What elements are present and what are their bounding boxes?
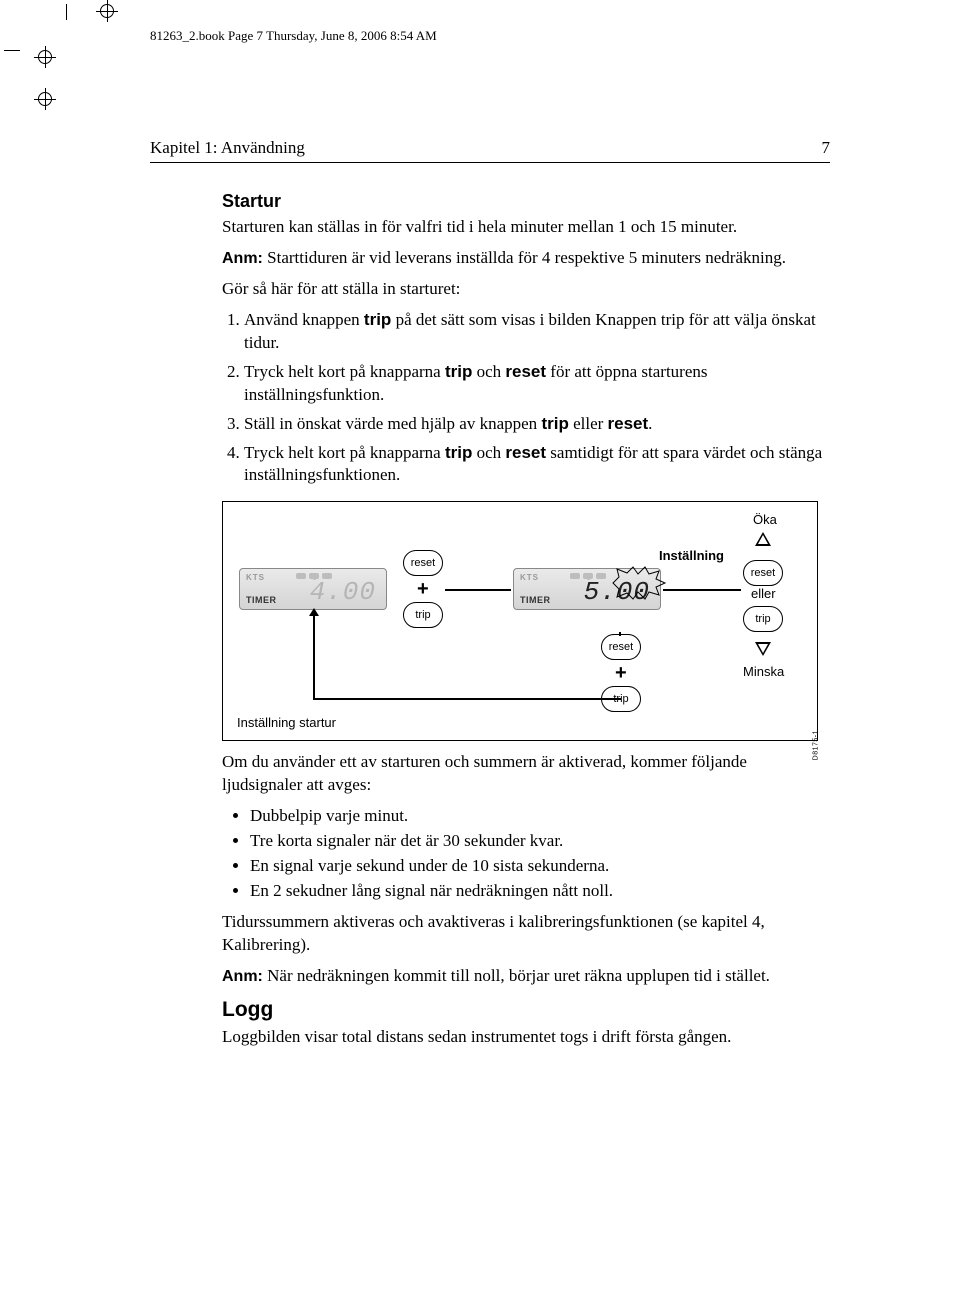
bullet-1: Dubbelpip varje minut. [250,805,830,828]
note-label: Anm: [222,250,263,267]
route-line [619,632,621,636]
doc-header-meta: 81263_2.book Page 7 Thursday, June 8, 20… [150,28,437,44]
timer-label: TIMER [246,595,277,605]
note-text: Starttiduren är vid leverans inställda f… [267,248,786,267]
signal-bullets: Dubbelpip varje minut. Tre korta signale… [222,805,830,903]
after-diagram-p1: Om du använder ett av starturen och summ… [222,751,830,797]
chapter-header: Kapitel 1: Användning 7 [150,138,830,163]
heading-logg: Logg [222,998,830,1022]
label-oka: Öka [753,512,777,527]
chapter-title: Kapitel 1: Användning [150,138,305,158]
startur-leadin: Gör så här för att ställa in starturet: [222,278,830,301]
arrow-down-icon [755,642,771,656]
startur-steps: Använd knappen trip på det sätt som visa… [222,309,830,488]
label-eller: eller [751,586,776,601]
heading-startur: Startur [222,191,830,212]
diagram-title: Inställning startur [237,715,336,730]
after-diagram-p2: Tidurssummern aktiveras och avaktiveras … [222,911,830,957]
plus-icon-center: + [615,662,627,685]
step-3: Ställ in önskat värde med hjälp av knapp… [244,413,830,436]
display-left: KTS TIMER 4.00 [239,568,387,610]
note-label: Anm: [222,968,263,985]
reset-button-center: reset [601,634,641,660]
step-1: Använd knappen trip på det sätt som visa… [244,309,830,355]
startur-intro: Starturen kan ställas in för valfri tid … [222,216,830,239]
route-line [313,698,621,700]
reset-button-left: reset [403,550,443,576]
step-4: Tryck helt kort på knapparna trip och re… [244,442,830,488]
route-line [445,589,511,591]
step-2: Tryck helt kort på knapparna trip och re… [244,361,830,407]
bullet-4: En 2 sekudner lång signal när nedräkning… [250,880,830,903]
bullet-2: Tre korta signaler när det är 30 sekunde… [250,830,830,853]
startur-note: Anm: Starttiduren är vid leverans instäl… [222,247,830,270]
logg-text: Loggbilden visar total distans sedan ins… [222,1026,830,1049]
reset-button-right: reset [743,560,783,586]
timer-label: TIMER [520,595,551,605]
label-minska: Minska [743,664,784,679]
display-left-value: 4.00 [310,577,376,607]
note-text: När nedräkningen kommit till noll, börja… [267,966,770,985]
label-installning: Inställning [659,548,724,563]
arrowhead-icon [309,608,319,616]
trip-button-right: trip [743,606,783,632]
diagram-startur: KTS TIMER 4.00 KTS TIMER 5.00 reset + tr… [222,501,818,741]
kts-label: KTS [520,573,539,582]
final-note: Anm: När nedräkningen kommit till noll, … [222,965,830,988]
trip-button-left: trip [403,602,443,628]
bullet-3: En signal varje sekund under de 10 sista… [250,855,830,878]
route-line [313,628,315,700]
page-number: 7 [822,138,831,158]
plus-icon-left: + [417,578,429,601]
starburst-icon [609,565,667,601]
content-block: Startur Starturen kan ställas in för val… [222,191,830,1049]
figure-ref: D8175-1 [812,730,819,760]
page-content: Kapitel 1: Användning 7 Startur Starture… [150,138,830,1057]
arrow-up-icon [755,532,771,546]
route-line [663,589,741,591]
kts-label: KTS [246,573,265,582]
